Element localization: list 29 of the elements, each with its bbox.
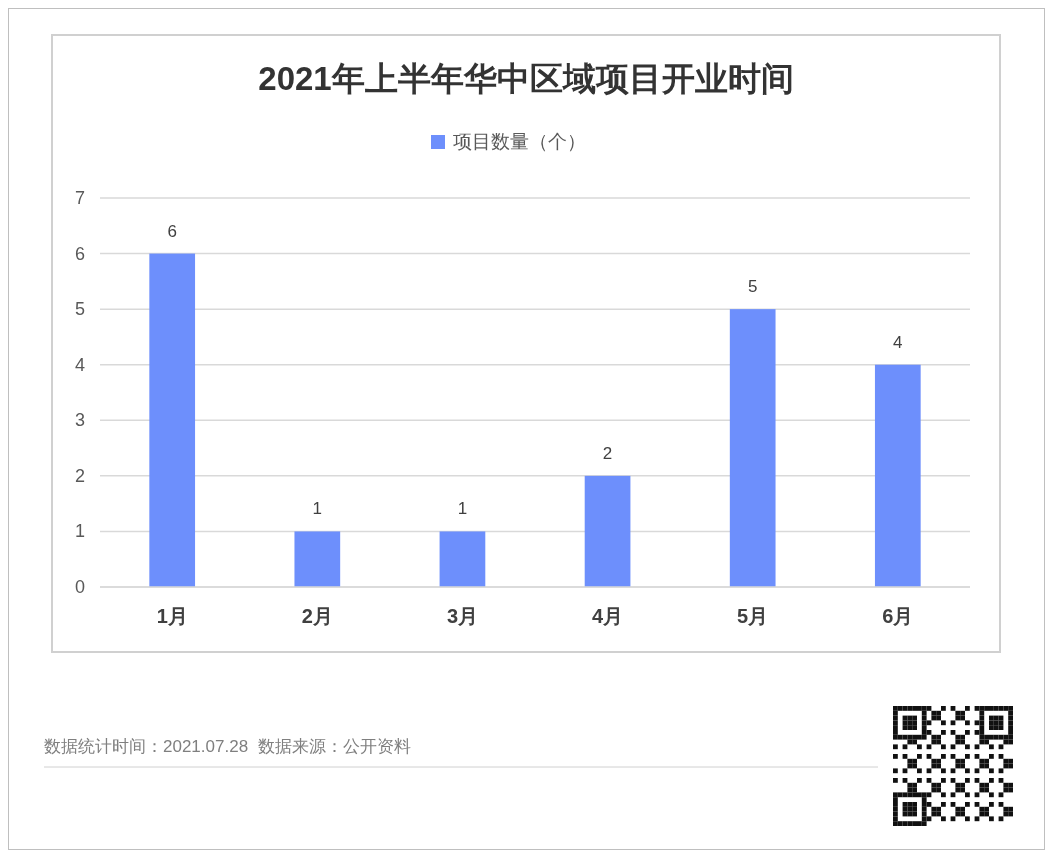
x-tick-label: 5月 bbox=[737, 605, 769, 627]
bar bbox=[439, 531, 486, 587]
x-tick-label: 6月 bbox=[882, 605, 914, 627]
data-label: 4 bbox=[893, 332, 903, 352]
text: 数据统计时间：2021.07.28 数据来源：公开资料 bbox=[44, 737, 411, 756]
bar bbox=[294, 531, 341, 587]
y-tick-label: 4 bbox=[74, 354, 86, 375]
chart-title: 2021年上半年华中区域项目开业时间 bbox=[258, 60, 794, 97]
y-tick-label: 1 bbox=[74, 521, 86, 542]
x-tick-label: 3月 bbox=[446, 605, 478, 627]
bar bbox=[584, 475, 631, 587]
bar bbox=[874, 364, 921, 587]
data-label: 5 bbox=[747, 277, 758, 297]
data-label: 1 bbox=[312, 499, 323, 519]
bar bbox=[149, 253, 196, 587]
y-tick-label: 3 bbox=[74, 410, 86, 431]
y-tick-label: 7 bbox=[74, 188, 86, 208]
bar bbox=[729, 309, 776, 587]
y-tick-label: 2 bbox=[74, 465, 86, 486]
x-tick-label: 4月 bbox=[592, 605, 624, 627]
data-label: 2 bbox=[602, 443, 613, 463]
x-tick-label: 1月 bbox=[156, 605, 188, 627]
data-label: 6 bbox=[167, 221, 177, 241]
y-tick-label: 5 bbox=[74, 299, 86, 320]
data-label: 1 bbox=[457, 499, 468, 519]
y-tick-label: 6 bbox=[74, 243, 86, 264]
y-tick-label: 0 bbox=[74, 577, 86, 597]
legend-label: 项目数量（个） bbox=[453, 131, 586, 152]
x-tick-label: 2月 bbox=[301, 605, 333, 627]
